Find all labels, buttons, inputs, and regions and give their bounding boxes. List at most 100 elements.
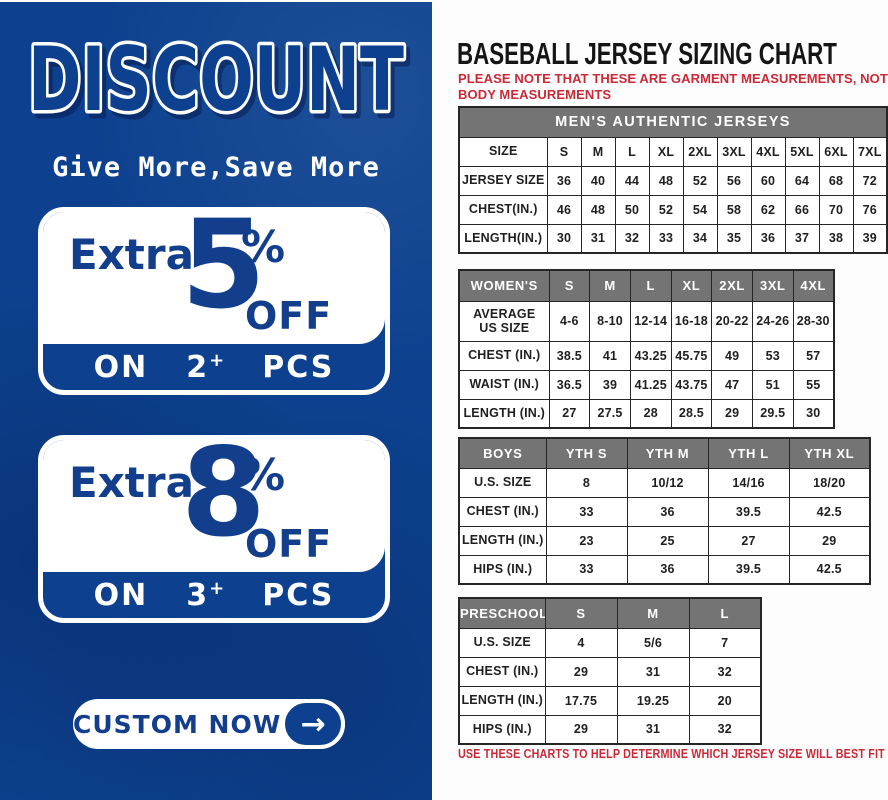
offer-condition-band: ON 3+ PCS: [43, 572, 385, 618]
value-cell: 3XL: [716, 136, 752, 167]
row-label-cell: LENGTH (IN.): [458, 685, 546, 716]
value-cell: 34: [682, 223, 718, 254]
table-row: LENGTH (IN.) 27 27.5 28 28.5 29 29.5 30: [458, 398, 835, 429]
table-header-cell: XL: [670, 269, 713, 302]
row-label-cell: JERSEY SIZE: [458, 165, 548, 196]
value-cell: 42.5: [788, 496, 871, 527]
row-label-cell: AVERAGE US SIZE: [458, 300, 550, 342]
value-cell: XL: [648, 136, 684, 167]
value-cell: 39: [852, 223, 888, 254]
table-row: U.S. SIZE 8 10/12 14/16 18/20: [458, 467, 871, 498]
discount-panel: DISCOUNT Give More,Save More Extra 5 % O…: [0, 2, 432, 800]
row-label-cell: HIPS (IN.): [458, 714, 546, 745]
table-row: CHEST (IN.) 29 31 32: [458, 656, 762, 687]
value-cell: 4XL: [750, 136, 786, 167]
value-cell: 38: [818, 223, 854, 254]
value-cell: 8-10: [589, 300, 631, 342]
row-label-cell: LENGTH(IN.): [458, 223, 548, 254]
value-cell: 40: [580, 165, 616, 196]
fit-help-note: USE THESE CHARTS TO HELP DETERMINE WHICH…: [458, 747, 888, 761]
value-cell: S: [546, 136, 582, 167]
value-cell: 8: [545, 467, 628, 498]
plus-sign: +: [209, 577, 225, 599]
offer-off-label: OFF: [245, 522, 333, 566]
value-cell: 28-30: [792, 300, 835, 342]
table-row: AVERAGE US SIZE 4-6 8-10 12-14 16-18 20-22 24-…: [458, 300, 835, 342]
page-title: BASEBALL JERSEY SIZING CHART: [457, 36, 837, 71]
offer-quantity: 3+: [186, 577, 225, 613]
value-cell: 45.75: [670, 340, 713, 371]
value-cell: 38.5: [548, 340, 591, 371]
table-title-row: MEN'S AUTHENTIC JERSEYS: [458, 106, 888, 138]
table-header-cell: L: [688, 597, 762, 629]
table-header-cell: 3XL: [751, 269, 794, 302]
value-cell: 18/20: [788, 467, 871, 498]
percent-sign: %: [241, 450, 286, 501]
row-label-cell: SIZE: [458, 136, 548, 167]
offer-condition-band: ON 2+ PCS: [43, 344, 385, 390]
value-cell: 76: [852, 194, 888, 225]
table-header-cell: M: [589, 269, 631, 302]
offer-pcs-label: PCS: [262, 349, 335, 385]
table-row: JERSEY SIZE 36 40 44 48 52 56 60 64 68 72: [458, 165, 888, 196]
value-cell: 27.5: [589, 398, 631, 429]
offer-card-8pct: Extra 8 % OFF ON 3+ PCS: [38, 435, 390, 623]
table-row: U.S. SIZE 4 5/6 7: [458, 627, 762, 658]
preschool-sizing-table: PRESCHOOL S M L U.S. SIZE 4 5/6 7 CHEST (IN.) 29 3…: [458, 597, 762, 745]
value-cell: 29: [711, 398, 753, 429]
value-cell: 62: [750, 194, 786, 225]
table-row: SIZE S M L XL 2XL 3XL 4XL 5XL 6XL 7XL: [458, 136, 888, 167]
value-cell: 5/6: [616, 627, 690, 658]
value-cell: 10/12: [626, 467, 709, 498]
value-cell: 64: [784, 165, 820, 196]
table-row: WAIST (IN.) 36.5 39 41.25 43.75 47 51 55: [458, 369, 835, 400]
custom-now-button[interactable]: CUSTOM NOW →: [73, 699, 345, 749]
offer-extra-label: Extra: [69, 458, 194, 507]
table-row: LENGTH(IN.) 30 31 32 33 34 35 36 37 38 39: [458, 223, 888, 254]
value-cell: 25: [626, 525, 709, 556]
value-cell: 28.5: [670, 398, 713, 429]
value-cell: 17.75: [544, 685, 618, 716]
row-label-cell: LENGTH (IN.): [458, 398, 550, 429]
offer-value: 8: [181, 435, 266, 564]
table-header-cell: YTH S: [545, 437, 628, 469]
value-cell: 16-18: [670, 300, 713, 342]
table-header-cell: YTH XL: [788, 437, 871, 469]
value-cell: 32: [614, 223, 650, 254]
value-cell: 36: [546, 165, 582, 196]
table-header-cell: YTH L: [707, 437, 790, 469]
table-header-row: WOMEN'S S M L XL 2XL 3XL 4XL: [458, 269, 835, 302]
value-cell: 30: [546, 223, 582, 254]
value-cell: 4: [544, 627, 618, 658]
value-cell: 36: [626, 554, 709, 585]
table-header-cell: WOMEN'S: [458, 269, 550, 302]
value-cell: 48: [648, 165, 684, 196]
value-cell: 29: [544, 656, 618, 687]
value-cell: 54: [682, 194, 718, 225]
offer-quantity: 2+: [186, 349, 225, 385]
row-label-cell: CHEST(IN.): [458, 194, 548, 225]
arrow-right-icon: →: [281, 699, 345, 749]
table-row: HIPS (IN.) 29 31 32: [458, 714, 762, 745]
value-cell: 44: [614, 165, 650, 196]
value-cell: 39.5: [707, 496, 790, 527]
table-row: LENGTH (IN.) 23 25 27 29: [458, 525, 871, 556]
value-cell: 70: [818, 194, 854, 225]
value-cell: 66: [784, 194, 820, 225]
value-cell: 31: [616, 656, 690, 687]
value-cell: 46: [546, 194, 582, 225]
value-cell: 41: [589, 340, 631, 371]
value-cell: 48: [580, 194, 616, 225]
offer-off-label: OFF: [245, 294, 333, 338]
value-cell: 7XL: [852, 136, 888, 167]
value-cell: 60: [750, 165, 786, 196]
table-header-cell: PRESCHOOL: [458, 597, 546, 629]
row-label-cell: LENGTH (IN.): [458, 525, 547, 556]
row-label-cell: U.S. SIZE: [458, 627, 546, 658]
offer-on-label: ON: [93, 349, 149, 385]
value-cell: 43.75: [670, 369, 713, 400]
table-header-cell: S: [544, 597, 618, 629]
value-cell: 24-26: [751, 300, 794, 342]
value-cell: 56: [716, 165, 752, 196]
